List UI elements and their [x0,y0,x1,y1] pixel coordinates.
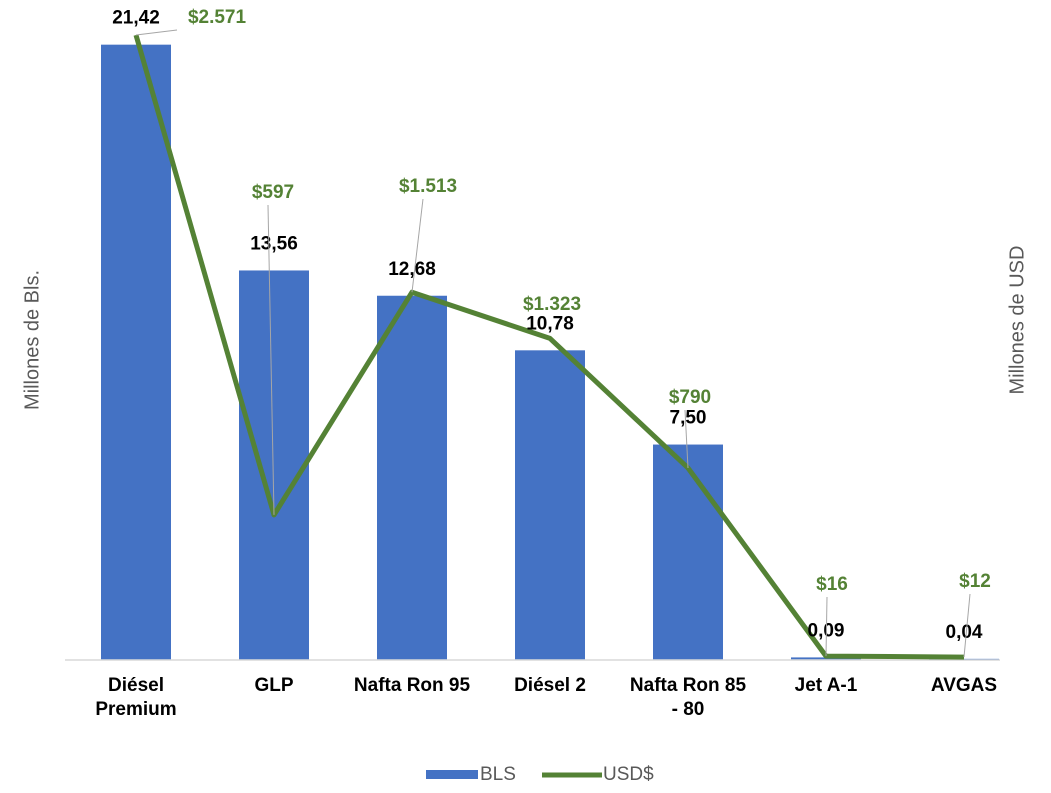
bar-value-label: 21,42 [112,8,160,29]
legend-label: BLS [480,764,516,785]
bar [377,295,447,660]
bar [653,444,723,660]
x-tick-label-box: AVGAS [930,675,998,696]
line-value-label: $12 [959,571,991,592]
line-value-label: $790 [669,387,711,408]
bar [239,270,309,660]
leader-line [825,596,828,657]
x-tick-label: AVGAS [930,675,998,696]
x-tick-label: Nafta Ron 95 [353,675,471,696]
x-tick-label-box: Nafta Ron 85 - 80 [629,675,747,720]
leader-line [963,593,971,658]
legend-label: USD$ [603,764,654,785]
line-value-label: $2.571 [188,7,247,28]
bar-value-label: 10,78 [526,313,574,334]
leader-line [411,198,424,293]
y-axis-title: Millones de Bls. [21,270,43,410]
x-tick-label: GLP [254,675,294,696]
bar-value-label: 7,50 [670,408,707,429]
line-value-label: $597 [252,182,294,203]
x-tick-label: Diésel Premium [95,675,177,720]
x-tick-label-box: GLP [254,675,294,696]
bar [515,350,585,660]
x-tick-label: Nafta Ron 85 - 80 [629,675,747,720]
x-tick-label-box: Diésel 2 [514,675,586,696]
bar-value-label: 13,56 [250,233,298,254]
x-tick-label-box: Diésel Premium [95,675,177,720]
leader-line [267,204,275,515]
line-value-label: $1.513 [399,176,457,197]
bar [791,657,861,660]
legend-swatch [426,770,478,779]
bar-value-label: 0,04 [946,622,983,643]
x-tick-label: Diésel 2 [514,675,586,696]
leader-line [684,409,689,468]
line-value-label: $16 [816,574,848,595]
y2-axis-title: Millones de USD [1006,246,1028,395]
x-tick-label-box: Nafta Ron 95 [353,675,471,696]
line-value-label: $1.323 [523,294,581,315]
x-tick-label: Jet A-1 [794,675,858,696]
x-tick-label-box: Jet A-1 [794,675,858,696]
bar-value-label: 12,68 [388,259,436,280]
bar [101,44,171,661]
leader-line [135,29,178,36]
